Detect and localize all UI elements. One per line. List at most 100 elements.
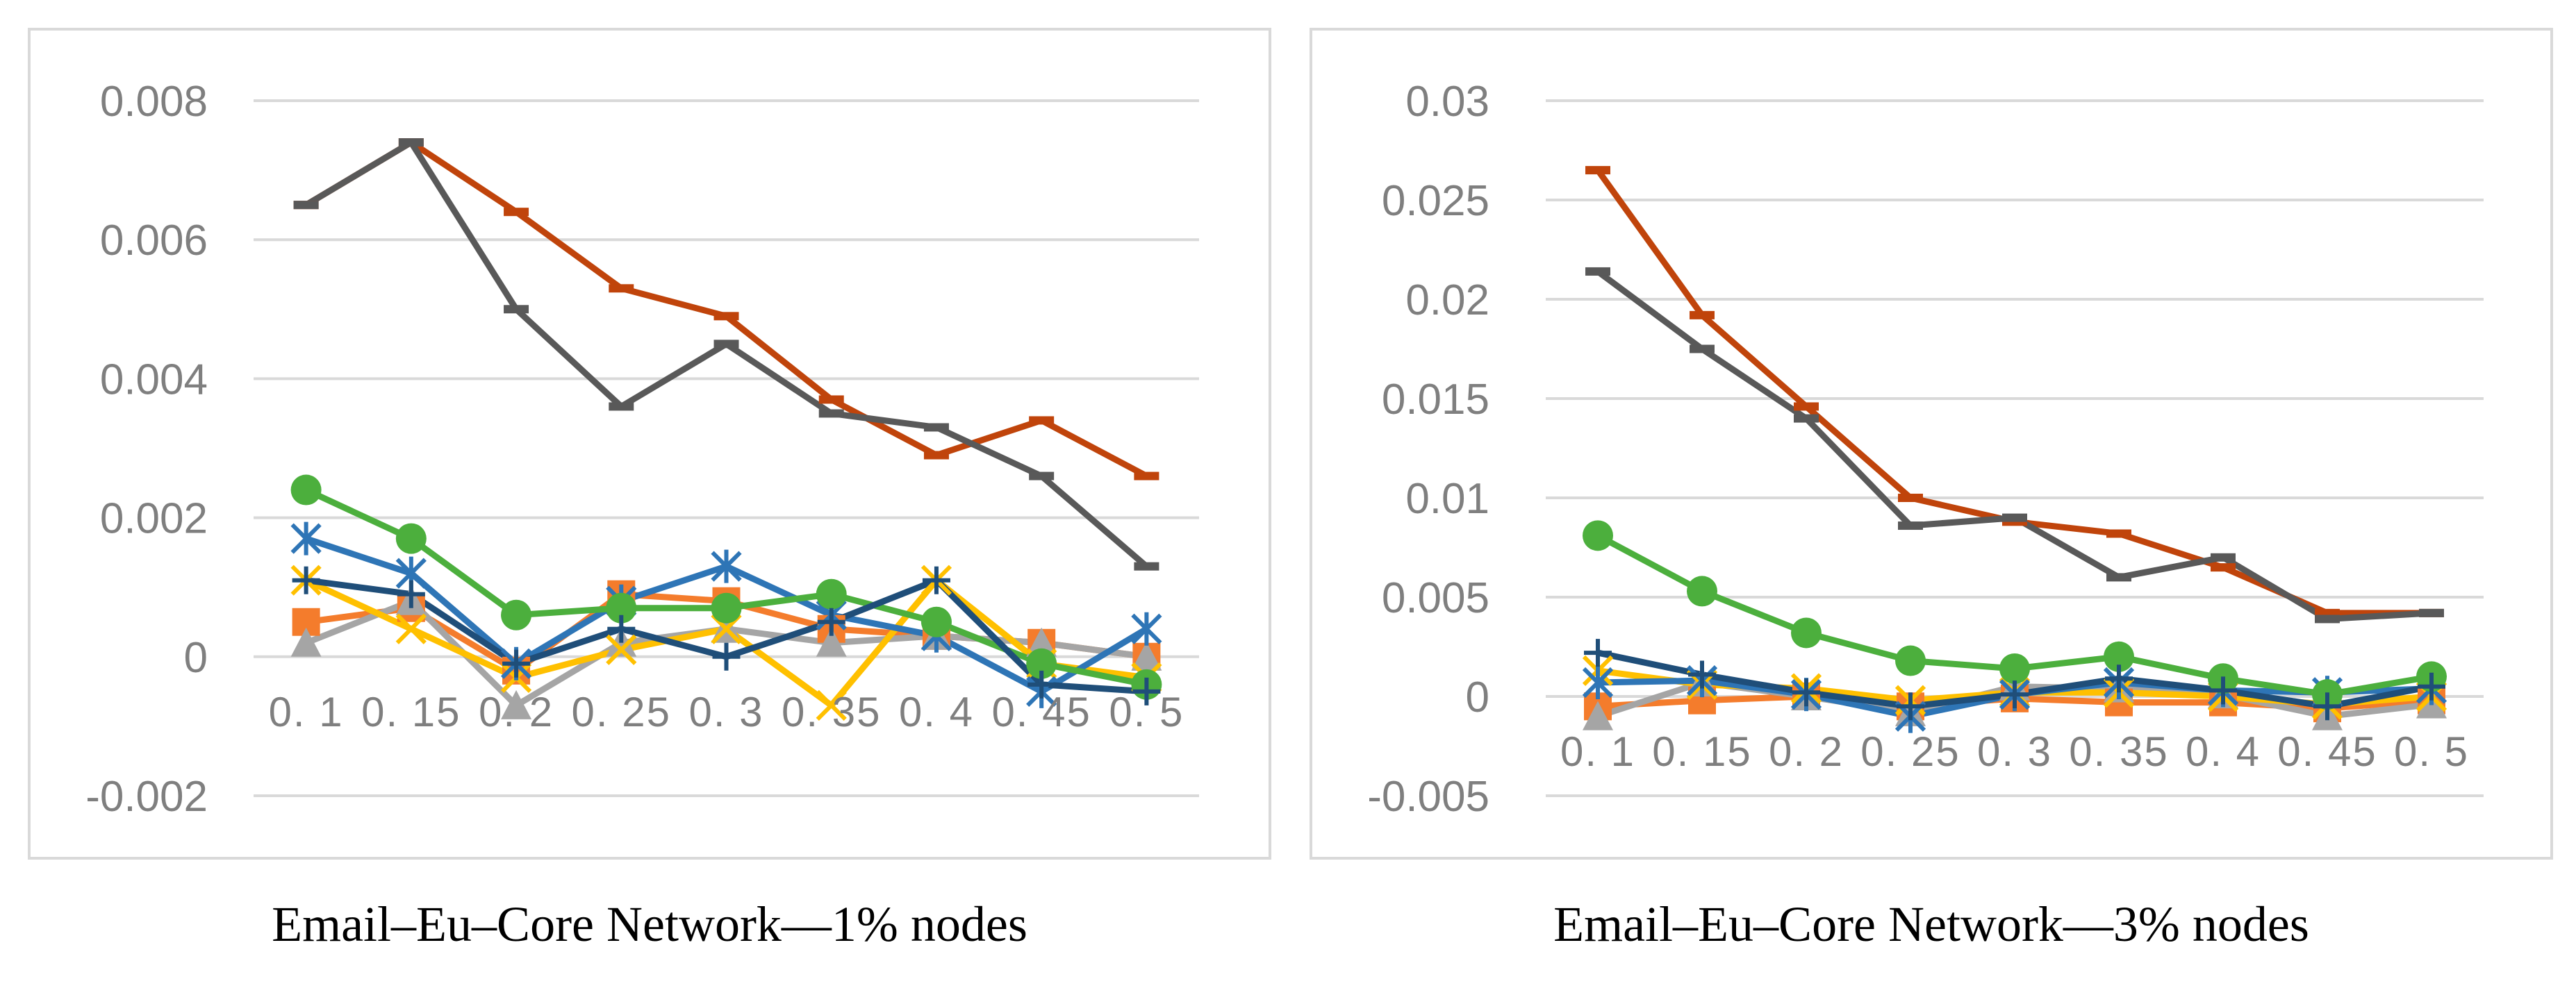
x-tick-label: 0. 4 bbox=[2186, 728, 2261, 775]
data-point-5-6 bbox=[816, 578, 847, 610]
data-point-6-4 bbox=[607, 615, 636, 643]
data-point-6-5 bbox=[2001, 680, 2029, 709]
y-tick-label: 0.006 bbox=[100, 217, 208, 265]
data-point-6-1 bbox=[292, 566, 320, 594]
series-markers-8 bbox=[1585, 267, 2444, 624]
data-point-7-3 bbox=[504, 208, 529, 217]
data-point-2-3 bbox=[501, 690, 532, 719]
data-point-6-8 bbox=[2313, 692, 2341, 721]
x-tick-label: 0. 25 bbox=[572, 689, 671, 735]
data-point-8-2 bbox=[1690, 344, 1715, 353]
chart-panel-1pct: -0.002 0 0.002 0.004 0.006 0.008 0. 1 0. 15 0. 2… bbox=[28, 28, 1271, 860]
data-point-8-3 bbox=[1794, 414, 1819, 423]
data-point-3-2 bbox=[395, 613, 427, 644]
data-point-2-1 bbox=[1583, 701, 1613, 730]
x-tick-label: 0. 5 bbox=[1109, 689, 1184, 735]
x-tick-label: 0. 2 bbox=[479, 689, 554, 735]
y-tick-label: 0.002 bbox=[100, 495, 208, 543]
y-tick-label: 0.004 bbox=[100, 356, 208, 403]
data-point-6-3 bbox=[1792, 678, 1820, 707]
data-point-3-4 bbox=[606, 634, 637, 665]
data-point-7-5 bbox=[713, 312, 739, 321]
data-point-5-4 bbox=[1895, 645, 1926, 676]
data-point-5-1 bbox=[1583, 520, 1613, 551]
series-line-7 bbox=[304, 139, 1148, 479]
x-tick-label: 0. 35 bbox=[2069, 728, 2168, 775]
series-markers-7 bbox=[1585, 166, 2444, 617]
x-tick-label: 0. 45 bbox=[2277, 728, 2377, 775]
data-point-7-7 bbox=[923, 451, 949, 460]
data-point-7-2 bbox=[1690, 310, 1715, 319]
data-point-5-6 bbox=[2104, 641, 2134, 672]
y-tick-label: 0.03 bbox=[1405, 78, 1489, 126]
data-point-5-4 bbox=[606, 592, 637, 624]
chart-caption-3pct: Email–Eu–Core Network—3% nodes bbox=[1553, 896, 2309, 952]
data-point-6-8 bbox=[1027, 670, 1056, 699]
series-markers-5 bbox=[290, 474, 1162, 700]
data-point-6-1 bbox=[1584, 639, 1612, 667]
y-tick-label: 0.005 bbox=[1382, 574, 1489, 622]
series-line-7 bbox=[1595, 168, 2431, 617]
data-point-8-8 bbox=[1029, 471, 1055, 481]
data-point-8-6 bbox=[818, 409, 844, 418]
series-markers-7 bbox=[293, 138, 1159, 481]
chart-svg-3pct: -0.005 0 0.005 0.01 0.015 0.02 0.025 0.03 0. 1 0.… bbox=[1367, 78, 2484, 821]
x-tick-label: 0. 1 bbox=[269, 689, 344, 735]
data-point-4-1 bbox=[1582, 665, 1614, 699]
data-point-3-6 bbox=[816, 690, 847, 721]
data-point-5-3 bbox=[501, 599, 532, 630]
data-point-8-9 bbox=[1134, 562, 1159, 571]
data-point-8-1 bbox=[293, 201, 319, 210]
x-tick-label: 0. 15 bbox=[361, 689, 461, 735]
data-point-7-6 bbox=[2106, 529, 2131, 538]
data-point-8-4 bbox=[1898, 521, 1923, 530]
data-point-2-9 bbox=[1131, 641, 1162, 671]
y-tick-label: 0.025 bbox=[1382, 177, 1489, 225]
series-line-8 bbox=[304, 139, 1149, 569]
y-tick-label: 0.01 bbox=[1405, 475, 1489, 523]
data-point-5-5 bbox=[1999, 653, 2030, 684]
data-point-7-9 bbox=[1134, 471, 1159, 481]
x-tick-label: 0. 3 bbox=[688, 689, 763, 735]
data-point-6-2 bbox=[1688, 660, 1716, 689]
data-point-8-4 bbox=[609, 402, 634, 411]
y-tick-label: 0.015 bbox=[1382, 376, 1489, 424]
data-point-8-8 bbox=[2315, 615, 2340, 624]
data-point-7-1 bbox=[1585, 166, 1610, 175]
data-point-7-4 bbox=[609, 284, 634, 293]
series-markers-6 bbox=[1584, 639, 2445, 721]
data-point-6-2 bbox=[397, 580, 425, 608]
data-point-6-7 bbox=[922, 566, 950, 594]
data-point-2-6 bbox=[816, 627, 847, 657]
data-point-6-7 bbox=[2209, 676, 2237, 705]
data-point-5-1 bbox=[290, 474, 322, 505]
x-tick-label: 0. 2 bbox=[1769, 728, 1844, 775]
data-point-2-1 bbox=[290, 627, 322, 657]
data-point-2-8 bbox=[1026, 627, 1057, 657]
x-tick-label: 0. 4 bbox=[899, 689, 974, 735]
chart-svg-1pct: -0.002 0 0.002 0.004 0.006 0.008 0. 1 0. 15 0. 2… bbox=[85, 78, 1199, 821]
data-point-5-5 bbox=[711, 592, 742, 624]
data-point-8-2 bbox=[398, 138, 424, 147]
data-point-7-7 bbox=[2211, 563, 2236, 572]
x-tick-label: 0. 35 bbox=[782, 689, 881, 735]
data-point-7-4 bbox=[1898, 494, 1923, 502]
data-point-8-7 bbox=[923, 423, 949, 432]
data-point-6-3 bbox=[502, 649, 531, 678]
data-point-6-9 bbox=[1132, 677, 1161, 705]
x-tick-label: 0. 3 bbox=[1977, 728, 2052, 775]
x-tick-label: 0. 45 bbox=[991, 689, 1091, 735]
data-point-6-6 bbox=[817, 608, 845, 636]
x-tick-label: 0. 5 bbox=[2394, 728, 2469, 775]
y-tick-label: 0 bbox=[1466, 674, 1489, 721]
data-point-6-5 bbox=[712, 642, 741, 671]
y-tick-label: -0.002 bbox=[85, 773, 208, 821]
data-point-4-5 bbox=[711, 549, 742, 583]
series-markers-5 bbox=[1583, 520, 2447, 710]
y-tick-label: -0.005 bbox=[1367, 773, 1489, 821]
data-point-6-9 bbox=[2418, 672, 2445, 701]
data-point-8-6 bbox=[2106, 573, 2131, 582]
y-tick-label: 0.008 bbox=[100, 78, 208, 126]
y-tick-label: 0 bbox=[184, 634, 208, 682]
chart-caption-1pct: Email–Eu–Core Network—1% nodes bbox=[272, 896, 1027, 952]
